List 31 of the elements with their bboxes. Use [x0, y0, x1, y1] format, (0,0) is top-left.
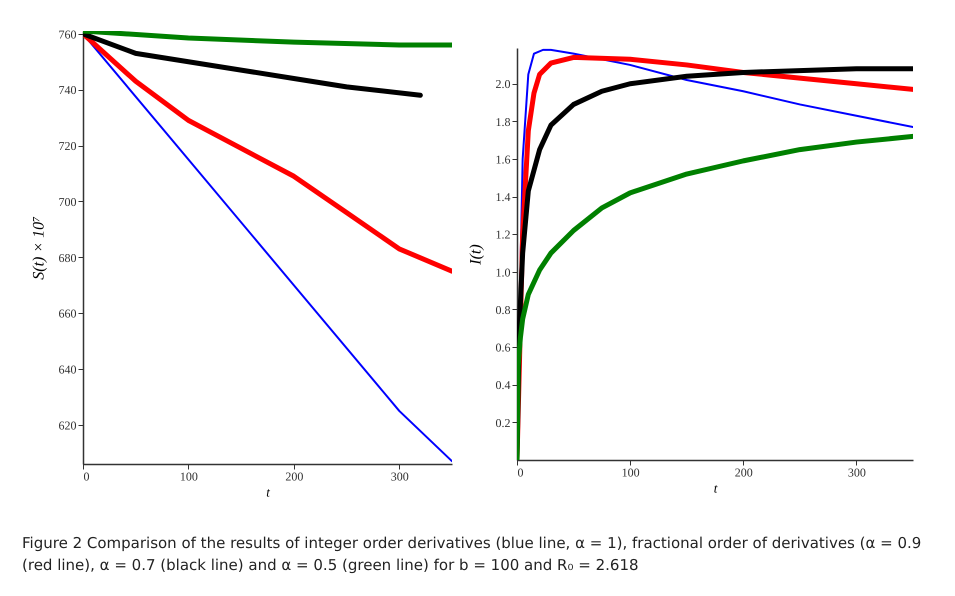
- x-tick-label: 200: [285, 470, 304, 484]
- x-tick-label: 200: [734, 466, 753, 480]
- caption: Figure 2 Comparison of the results of integer order derivatives (blue line, α = 1), fractional order of derivatives (α = 0.9 (red line), α = 0.7 (black line) and α = 0.5 (green line) for b = 100 and R₀ = 2.618: [22, 533, 922, 576]
- y-tick-label: 680: [58, 250, 76, 265]
- y-tick-label: 1.2: [496, 228, 510, 242]
- y-tick-label: 760: [58, 27, 76, 42]
- y-tick-label: 1.6: [496, 152, 510, 166]
- y-tick-label: 660: [58, 306, 76, 321]
- y-tick-label: 720: [58, 139, 76, 154]
- y-tick-label: 0.8: [496, 303, 510, 317]
- x-tick-label: 0: [84, 470, 90, 484]
- x-tick-label: 100: [622, 466, 640, 480]
- y-tick-label: 0.2: [496, 416, 510, 430]
- x-tick-label: 300: [848, 466, 866, 480]
- y-tick-label: 1.0: [496, 265, 510, 280]
- y-tick-label: 1.8: [496, 114, 510, 129]
- y-axis-title: I(t): [468, 244, 484, 266]
- x-tick-label: 300: [390, 470, 409, 484]
- y-tick-label: 1.4: [496, 190, 510, 204]
- y-tick-label: 0.4: [496, 378, 510, 392]
- x-axis-title: t: [714, 480, 718, 496]
- y-tick-label: 0.6: [496, 340, 510, 355]
- x-tick-label: 100: [180, 470, 198, 484]
- y-tick-label: 640: [58, 362, 76, 377]
- y-tick-label: 740: [58, 83, 76, 98]
- y-tick-label: 620: [58, 418, 76, 432]
- x-axis-title: t: [266, 484, 270, 500]
- x-tick-label: 0: [518, 466, 524, 480]
- y-tick-label: 700: [58, 194, 76, 209]
- y-tick-label: 2.0: [496, 77, 510, 92]
- y-axis-title: S(t) × 10⁷: [30, 216, 48, 280]
